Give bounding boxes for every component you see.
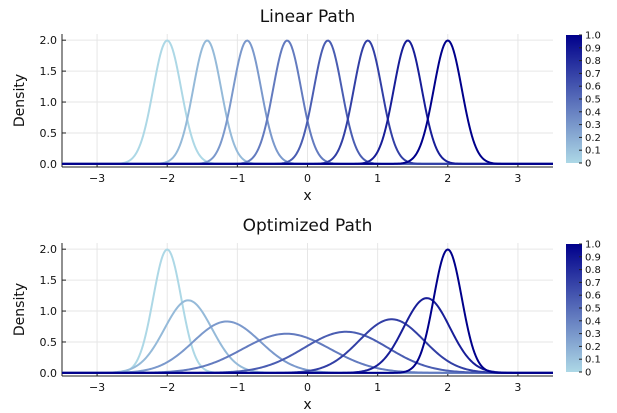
colorbar-tick-label: 0.3 [585,120,601,131]
y-tick-label: 0.0 [40,367,58,380]
colorbar-tick-label: 0.3 [585,329,601,340]
x-tick-label: −2 [159,172,175,185]
colorbar-tick-label: 1.0 [585,240,601,251]
colorbar-tick-label: 0.9 [585,252,601,263]
colorbar-tick-label: 0 [585,159,591,170]
x-axis-label: x [303,188,311,204]
colorbar-tick-label: 0.8 [585,56,601,67]
x-tick-label: 1 [374,172,381,185]
x-axis-label: x [303,397,311,413]
y-tick-label: 1.0 [40,305,58,318]
x-tick-label: 2 [444,172,451,185]
y-tick-label: 1.5 [40,274,58,287]
y-axis-label: Density [12,283,28,336]
colorbar-tick-label: 0 [585,368,591,379]
chart-title: Linear Path [260,7,356,27]
colorbar-tick-label: 0.2 [585,342,601,353]
density-curves [62,39,553,165]
y-tick-label: 0.0 [40,158,58,171]
y-axis-label: Density [12,74,28,127]
x-tick-label: 0 [304,381,311,394]
colorbar-tick-label: 0.5 [585,304,601,315]
density-curve-8 [62,39,553,165]
colorbar-tick-label: 1.0 [585,31,601,42]
x-tick-label: 0 [304,172,311,185]
y-tick-label: 0.5 [40,127,58,140]
colorbar-tick-label: 0.5 [585,95,601,106]
colorbar-tick-label: 0.4 [585,107,601,118]
chart-title: Optimized Path [243,216,373,236]
y-tick-label: 0.5 [40,336,58,349]
density-curve-8 [62,248,553,374]
x-tick-label: −1 [229,172,245,185]
y-tick-label: 2.0 [40,243,58,256]
colorbar-tick-label: 0.8 [585,265,601,276]
x-tick-label: −2 [159,381,175,394]
y-tick-label: 2.0 [40,34,58,47]
x-tick-label: 2 [444,381,451,394]
x-tick-label: −3 [89,172,105,185]
colorbar-tick-label: 0.6 [585,291,601,302]
colorbar-tick-label: 0.7 [585,278,601,289]
colorbar-tick-label: 0.1 [585,355,601,366]
x-tick-label: 3 [514,381,521,394]
colorbar-tick-label: 0.6 [585,82,601,93]
colorbar-tick-label: 0.1 [585,146,601,157]
colorbar-tick-label: 0.9 [585,43,601,54]
colorbar-tick-label: 0.4 [585,316,601,327]
y-tick-label: 1.0 [40,96,58,109]
density-curves [62,248,553,374]
colorbar-tick-label: 0.2 [585,133,601,144]
optimized-path-panel: −3 −2 −1 0 1 2 3 0.0 0.5 1.0 1.5 2.0 Optimized Path x… [12,216,601,413]
colorbar [566,244,582,372]
x-tick-label: −1 [229,381,245,394]
colorbar [566,35,582,163]
colorbar-tick-label: 0.7 [585,69,601,80]
x-tick-label: 1 [374,381,381,394]
x-tick-label: 3 [514,172,521,185]
y-tick-label: 1.5 [40,65,58,78]
linear-path-panel: −3 −2 −1 0 1 2 3 0.0 0.5 1.0 1.5 2.0 Linear Path x Den… [12,7,601,204]
x-tick-label: −3 [89,381,105,394]
